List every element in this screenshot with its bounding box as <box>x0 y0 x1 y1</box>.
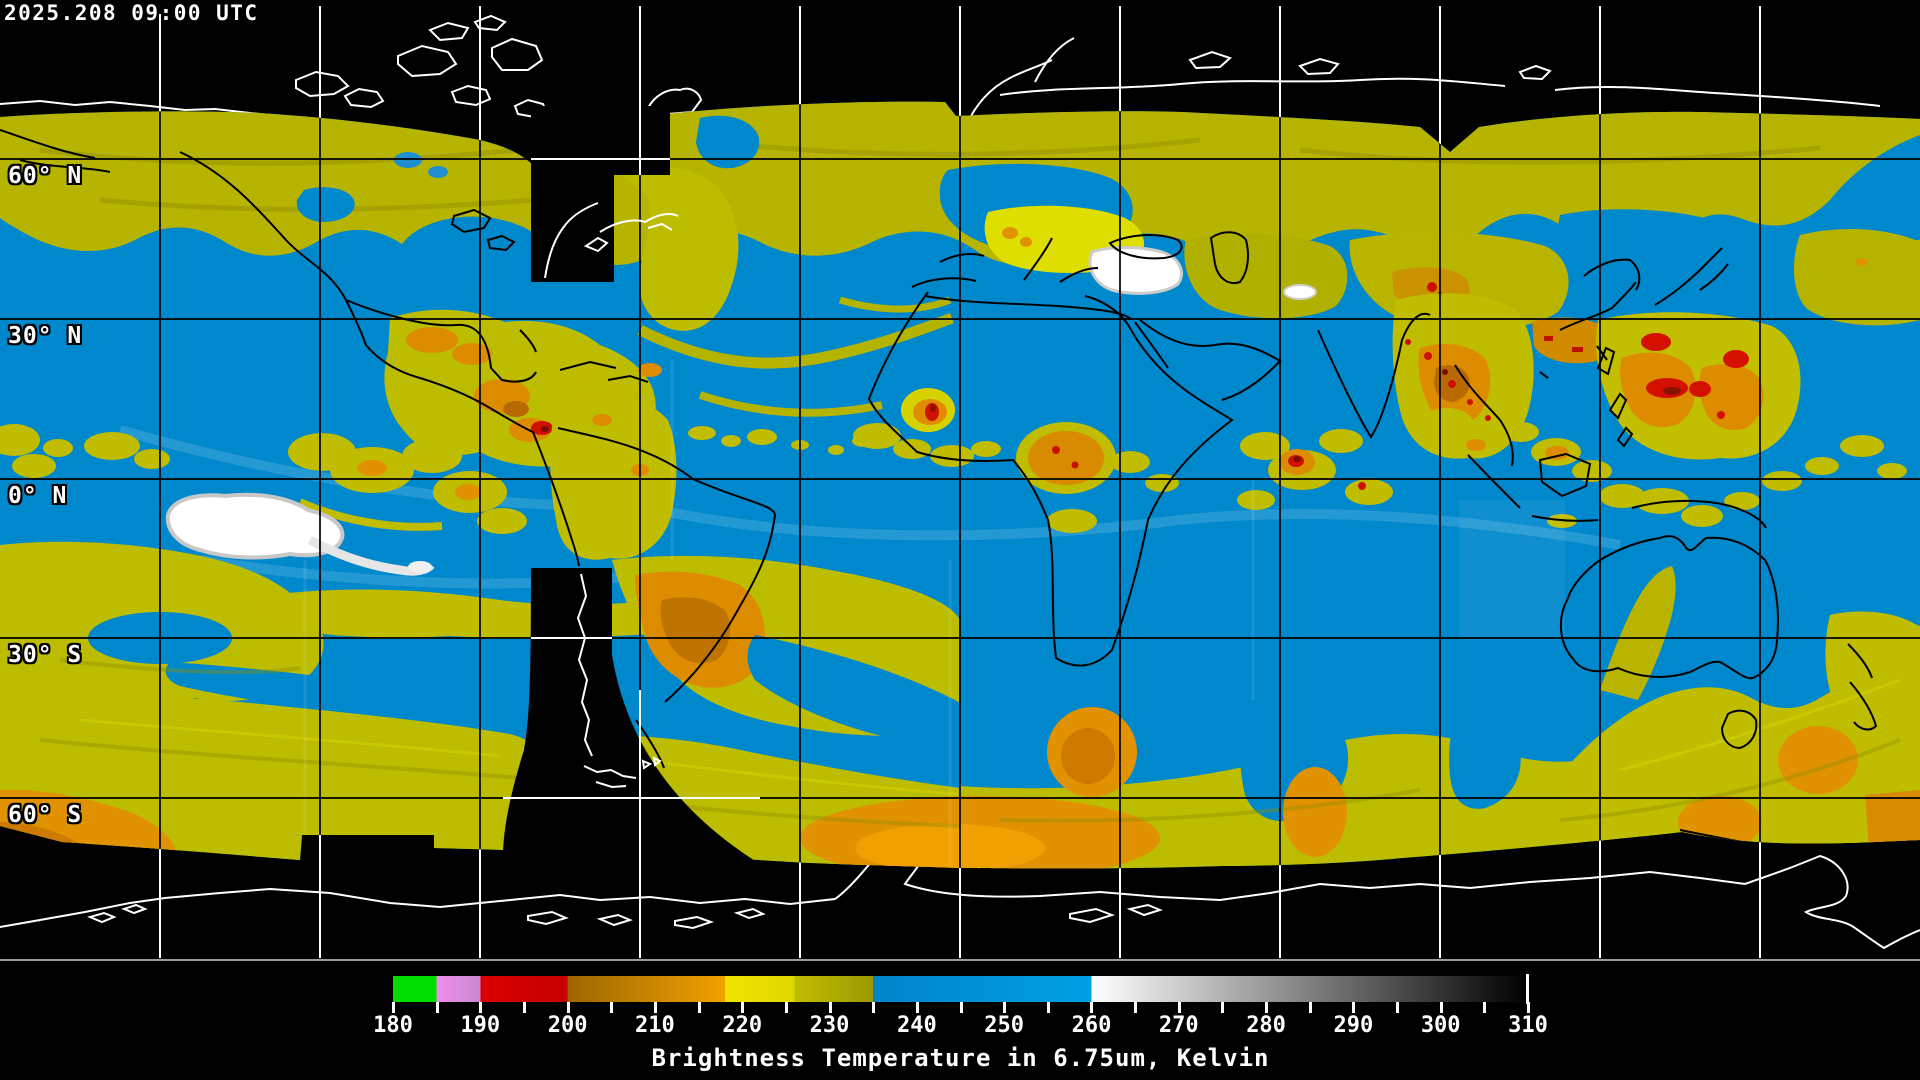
coastlines-imagery <box>0 129 1878 854</box>
colorbar-tick <box>1483 1002 1487 1013</box>
global-map: 2025.208 09:00 UTC 60° N 30° N 0° N 30° S 60… <box>0 0 1920 962</box>
colorbar-gradient <box>393 976 1528 1002</box>
antarctica-coastline <box>0 811 1920 950</box>
colorbar-tick <box>959 1002 963 1013</box>
colorbar-tick-label: 220 <box>722 1013 763 1038</box>
graticule-void-redraw <box>503 106 760 864</box>
colorbar-tick-label: 310 <box>1508 1013 1548 1038</box>
colorbar-tick <box>479 1002 483 1013</box>
colorbar-tick <box>1177 1002 1181 1013</box>
colorbar-tick-label: 190 <box>460 1013 501 1038</box>
colorbar-tick <box>653 1002 657 1013</box>
colorbar-tick <box>1265 1002 1269 1013</box>
colorbar-tick-label: 290 <box>1333 1013 1374 1038</box>
colorbar-tick <box>435 1002 439 1013</box>
colorbar-tick <box>828 1002 832 1013</box>
imagery-layer <box>0 101 1920 869</box>
colorbar-tick <box>566 1002 570 1013</box>
latitude-label: 0° N <box>8 483 68 509</box>
colorbar-tick <box>1090 1002 1094 1013</box>
latitude-label: 30° N <box>8 323 83 349</box>
colorbar-endcap <box>1526 974 1529 1004</box>
colorbar-tick-label: 230 <box>809 1013 850 1038</box>
latitude-label: 30° S <box>8 642 83 668</box>
colorbar-tick-label: 260 <box>1071 1013 1112 1038</box>
colorbar-ticks <box>392 1002 1530 1013</box>
coastlines-void-columns <box>544 202 679 789</box>
latitude-label: 60° N <box>8 163 83 189</box>
latitude-label: 60° S <box>8 802 83 828</box>
colorbar-tick-label: 250 <box>984 1013 1025 1038</box>
colorbar-tick-label: 300 <box>1420 1013 1461 1038</box>
colorbar-tick <box>872 1002 876 1013</box>
colorbar-tick <box>697 1002 701 1013</box>
map-canvas <box>0 6 1920 961</box>
colorbar-tick-label: 270 <box>1158 1013 1199 1038</box>
colorbar-tick <box>1221 1002 1225 1013</box>
colorbar-tick <box>610 1002 614 1013</box>
colorbar-tick <box>1352 1002 1356 1013</box>
colorbar-tick <box>784 1002 788 1013</box>
colorbar-caption: Brightness Temperature in 6.75um, Kelvin <box>651 1044 1270 1072</box>
colorbar-tick-label: 210 <box>635 1013 675 1038</box>
colorbar-tick <box>741 1002 745 1013</box>
colorbar-tick-label: 200 <box>547 1013 588 1038</box>
no-data-regions <box>502 106 760 864</box>
colorbar-tick <box>522 1002 526 1013</box>
colorbar-zone: 180 190 200 210 220 230 240 250 260 270 280 290 300 3… <box>0 962 1920 1080</box>
colorbar-tick-label: 280 <box>1246 1013 1286 1038</box>
colorbar-tick <box>392 1002 395 1013</box>
colorbar-tick <box>1396 1002 1400 1013</box>
colorbar-tick <box>1003 1002 1007 1013</box>
colorbar-tick <box>1439 1002 1443 1013</box>
colorbar-tick-labels: 180 190 200 210 220 230 240 250 260 270 280 290 300 3… <box>373 1013 1548 1039</box>
timestamp-label: 2025.208 09:00 UTC <box>4 1 259 25</box>
colorbar-tick <box>1134 1002 1138 1013</box>
colorbar-tick <box>915 1002 919 1013</box>
colorbar-tick-label: 180 <box>373 1013 413 1038</box>
colorbar-tick-label: 240 <box>896 1013 937 1038</box>
colorbar-tick <box>1308 1002 1312 1013</box>
colorbar-tick <box>1046 1002 1050 1013</box>
colorbar-tick <box>1527 1002 1530 1013</box>
